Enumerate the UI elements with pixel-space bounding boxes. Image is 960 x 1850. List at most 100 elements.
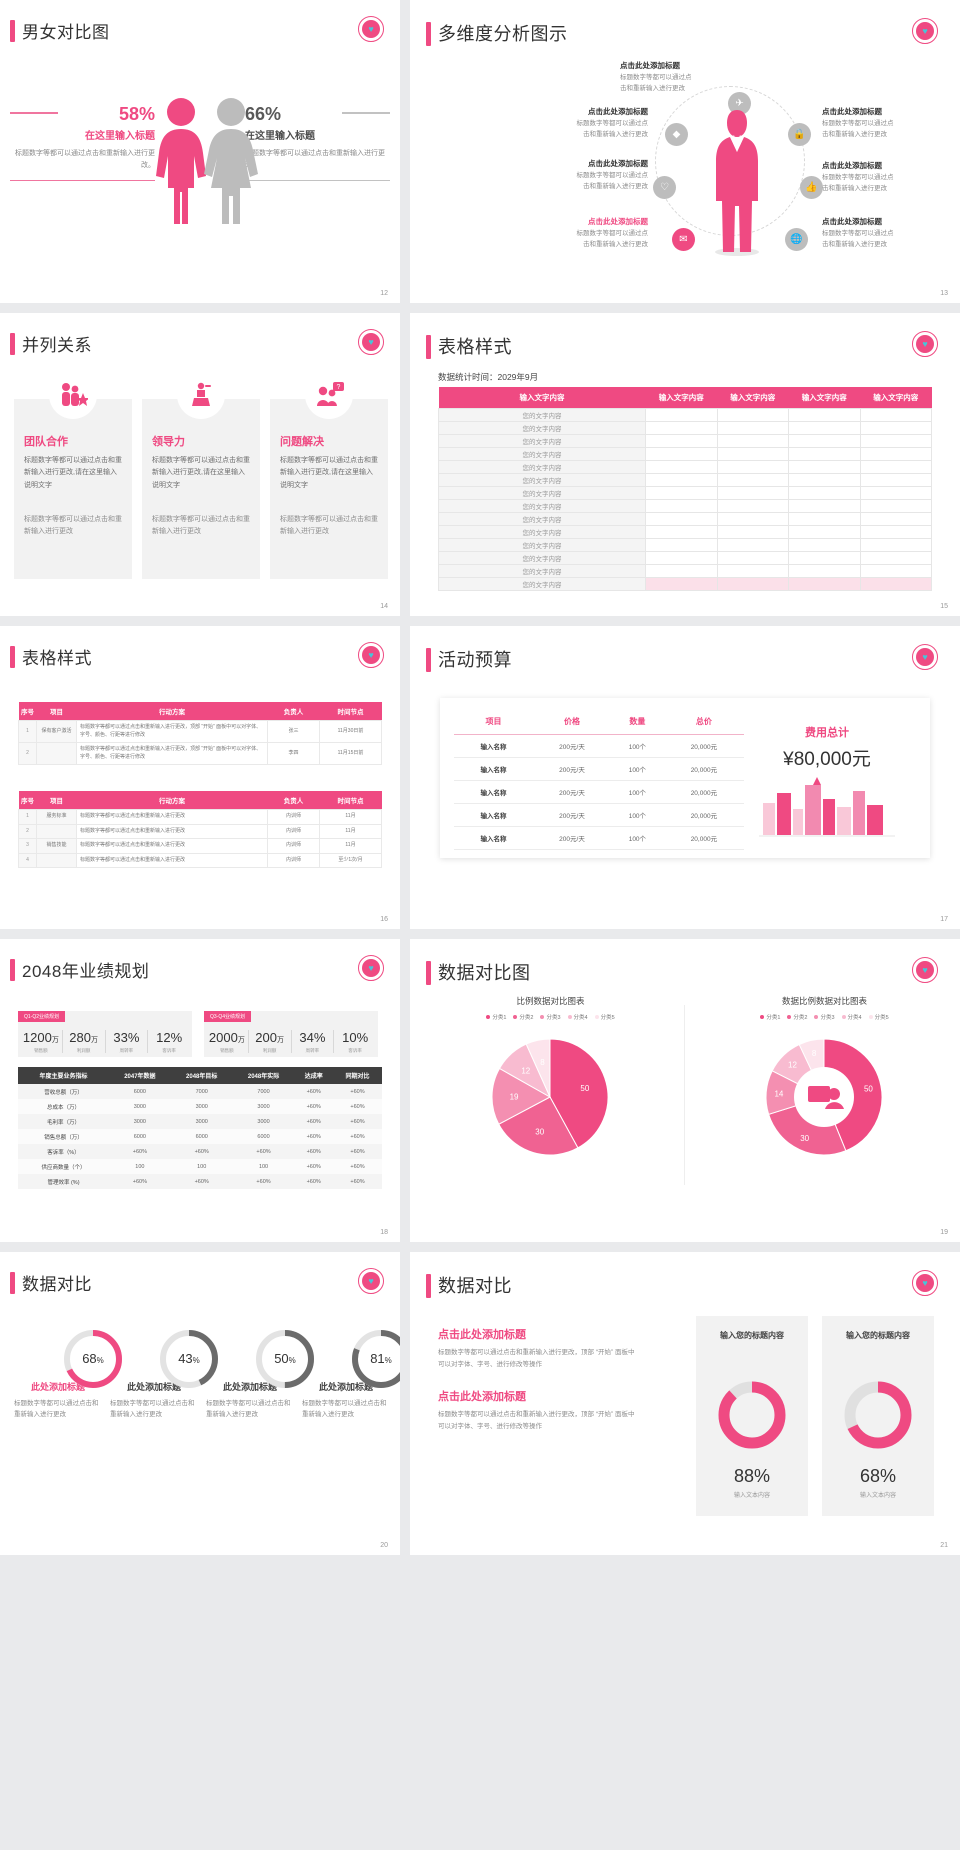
table-row[interactable]: 您的文字内容 <box>437 538 932 552</box>
table-cell <box>859 434 932 448</box>
plan-table[interactable]: 年度主要业务指标 2047年数据 2048年目标 2048年实际 达成率 同期对比 营收总… <box>18 1067 382 1189</box>
table-row[interactable]: 输入名称 200元/天 100个 20,000元 <box>454 803 744 827</box>
card-leadership[interactable]: 领导力 标题数字等都可以通过点击和重新输入进行更改,请在这里输入说明文字 标题数… <box>142 371 260 579</box>
kpi-group[interactable]: Q1-Q2业绩规划 1200万 销售额 280万 利润额 33% 周转率 12%… <box>18 1011 192 1057</box>
table-row[interactable]: 您的文字内容 <box>437 564 932 578</box>
action-table-b[interactable]: 序号 项目 行动方案 负责人 时间节点 1 服务标准 标题数字等都可以通过点击和重新输入… <box>18 791 382 868</box>
table-row[interactable]: 您的文字内容 <box>437 473 932 487</box>
pie-slice[interactable] <box>549 1038 609 1149</box>
donut-chart-block[interactable]: 数据比例数据对比图表 分类1 分类2 分类3 分类4 分类5 50 30 14 12 8 <box>692 995 957 1177</box>
diamond-icon[interactable]: ◆ <box>665 123 688 146</box>
slide-12[interactable]: 男女对比图 ♥ 58% 在这里输入标题 标题数字等都可以通过点击和重新输入进行更… <box>0 0 400 303</box>
table-row[interactable]: 输入名称 200元/天 100个 20,000元 <box>454 734 744 758</box>
table-row[interactable]: 您的文字内容 <box>437 577 932 591</box>
table-row[interactable]: 3 销售技能 标题数字等都可以通过点击和重新输入进行更改 内训师 11月 <box>18 838 382 854</box>
slide-15[interactable]: 表格样式 ♥ 数据统计时间：2029年9月 输入文字内容 输入文字内容 输入文字内容… <box>410 313 960 616</box>
table-row[interactable]: 输入名称 200元/天 100个 20,000元 <box>454 826 744 850</box>
legend-item[interactable]: 分类5 <box>594 1013 615 1021</box>
globe-icon[interactable]: 🌐 <box>785 228 808 251</box>
table-row[interactable]: 您的文字内容 <box>437 460 932 474</box>
ring-item[interactable]: 50% 此处添加标题 标题数字等都可以通过点击和重新输入进行更改 <box>206 1324 314 1420</box>
card-problem-solving[interactable]: ? 问题解决 标题数字等都可以通过点击和重新输入进行更改,请在这里输入说明文字 … <box>270 371 388 579</box>
table-row[interactable]: 您的文字内容 <box>437 525 932 539</box>
md-item-1[interactable]: 点击此处添加标题 标题数字等都可以通过点 击和重新输入进行更改 <box>530 106 649 140</box>
action-table-a[interactable]: 序号 项目 行动方案 负责人 时间节点 1 保有客户激活 标题数字等都可以通过点击和重新… <box>18 702 382 765</box>
legend-item[interactable]: 分类2 <box>513 1013 533 1021</box>
table-row[interactable]: 营收总额（万） 6000 7000 7000 +60% +60% <box>18 1084 382 1099</box>
table-row[interactable]: 销售总额（万） 6000 6000 6000 +60% +60% <box>18 1129 382 1144</box>
table-row[interactable]: 您的文字内容 <box>437 421 932 435</box>
pie-slice[interactable] <box>491 1067 552 1125</box>
table-row[interactable]: 输入名称 200元/天 100个 20,000元 <box>454 780 744 804</box>
md-item-0[interactable]: 点击此处添加标题 标题数字等都可以通过点 击和重新输入进行更改 <box>620 60 738 94</box>
table-cell-owner: 内训师 <box>267 809 320 825</box>
metric-card[interactable]: 输入您的标题内容 88% 输入文本内容 <box>696 1316 808 1516</box>
text-blocks: 点击此处添加标题 标题数字等都可以通过点击和重新输入进行更改，顶部 “开始” 面… <box>438 1326 638 1451</box>
stats-table[interactable]: 输入文字内容 输入文字内容 输入文字内容 输入文字内容 输入文字内容 您的文字内容 您的文… <box>437 387 932 591</box>
pie-slice[interactable] <box>525 1038 551 1098</box>
table-cell: 毛利率（万） <box>18 1114 109 1129</box>
table-cell: +60% <box>232 1174 295 1189</box>
rocket-icon[interactable]: ✈ <box>728 92 751 115</box>
legend-item[interactable]: 分类3 <box>540 1013 561 1021</box>
slide-16[interactable]: 表格样式 ♥ 序号 项目 行动方案 负责人 时间节点 1 保有客户激活 标题数字等都可以… <box>0 626 400 929</box>
table-row[interactable]: 2 标题数字等都可以通过点击和重新输入进行更改，顶部 “开始” 面板中可以对字体… <box>18 742 382 765</box>
table-row[interactable]: 1 服务标准 标题数字等都可以通过点击和重新输入进行更改 内训师 11月 <box>18 809 382 825</box>
ring-item[interactable]: 81% 此处添加标题 标题数字等都可以通过点击和重新输入进行更改 <box>302 1324 400 1420</box>
md-item-4[interactable]: 点击此处添加标题 标题数字等都可以通过点 击和重新输入进行更改 <box>822 106 940 140</box>
legend-item[interactable]: 分类4 <box>841 1013 862 1021</box>
budget-table[interactable]: 项目 价格 数量 总价 输入名称 200元/天 100个 20,000元 输入名称 2… <box>454 712 744 850</box>
chat-icon[interactable]: ✉ <box>672 228 695 251</box>
table-row[interactable]: 2 标题数字等都可以通过点击和重新输入进行更改 内训师 11月 <box>18 823 382 839</box>
table-cell-project: 销售技能 <box>36 838 77 854</box>
slide-19[interactable]: 数据对比图 ♥ 比例数据对比图表 分类1 分类2 分类3 分类4 分类5 50 30 19 1… <box>410 939 960 1242</box>
metric-card[interactable]: 输入您的标题内容 68% 输入文本内容 <box>822 1316 934 1516</box>
md-item-3-active[interactable]: 点击此处添加标题 标题数字等都可以通过点 击和重新输入进行更改 <box>530 216 649 250</box>
table-row[interactable]: 管理效率 (%) +60% +60% +60% +60% +60% <box>18 1174 382 1189</box>
slide-18[interactable]: 2048年业绩规划 ♥ Q1-Q2业绩规划 1200万 销售额 280万 利润额… <box>0 939 400 1242</box>
legend-item[interactable]: 分类1 <box>760 1013 780 1021</box>
thumbs-up-icon[interactable]: 👍 <box>800 176 823 199</box>
legend-item[interactable]: 分类2 <box>787 1013 807 1021</box>
ring-item[interactable]: 43% 此处添加标题 标题数字等都可以通过点击和重新输入进行更改 <box>110 1324 218 1420</box>
pie-chart-block[interactable]: 比例数据对比图表 分类1 分类2 分类3 分类4 分类5 50 30 19 12 8 <box>418 995 683 1177</box>
lock-icon[interactable]: 🔒 <box>788 123 811 146</box>
table-row[interactable]: 您的文字内容 <box>437 447 932 461</box>
md-item-2[interactable]: 点击此处添加标题 标题数字等都可以通过点 击和重新输入进行更改 <box>530 158 649 192</box>
ring-item[interactable]: 68% 此处添加标题 标题数字等都可以通过点击和重新输入进行更改 <box>14 1324 122 1420</box>
table-row[interactable]: 您的文字内容 <box>437 499 932 513</box>
table-row[interactable]: 您的文字内容 <box>437 434 932 448</box>
legend-item[interactable]: 分类4 <box>567 1013 588 1021</box>
table-row[interactable]: 毛利率（万） 3000 3000 3000 +60% +60% <box>18 1114 382 1129</box>
pie-slice[interactable] <box>498 1096 579 1156</box>
table-cell: 100 <box>232 1159 295 1174</box>
table-cell-action: 标题数字等都可以通过点击和重新输入进行更改 <box>76 852 268 868</box>
table-cell <box>645 499 718 513</box>
slide-13[interactable]: 多维度分析图示 ♥ ✈ ◆ 🔒 ♡ 👍 ✉ 🌐 点击此处添加标题 标题数 <box>410 0 960 303</box>
legend-item[interactable]: 分类3 <box>814 1013 835 1021</box>
table-row[interactable]: 您的文字内容 <box>437 408 932 422</box>
table-header-cell: 价格 <box>564 717 580 726</box>
slide-17[interactable]: 活动预算 ♥ 项目 价格 数量 总价 输入名称 200元/天 100个 20,000元… <box>410 626 960 929</box>
legend-item[interactable]: 分类1 <box>486 1013 506 1021</box>
slide-20[interactable]: 数据对比 ♥ 68% 此处添加标题 标题数字等都可以通过点击和重新输入进行更改 … <box>0 1252 400 1555</box>
legend-item[interactable]: 分类5 <box>868 1013 889 1021</box>
md-item-heading: 点击此处添加标题 <box>822 217 882 226</box>
md-item-6[interactable]: 点击此处添加标题 标题数字等都可以通过点 击和重新输入进行更改 <box>822 216 940 250</box>
table-row[interactable]: 供应商数量（个） 100 100 100 +60% +60% <box>18 1159 382 1174</box>
kpi-group[interactable]: Q3-Q4业绩规划 2000万 销售额 200万 利润额 34% 周转率 10%… <box>204 1011 378 1057</box>
slide-21[interactable]: 数据对比 ♥ 点击此处添加标题 标题数字等都可以通过点击和重新输入进行更改，顶部… <box>410 1252 960 1555</box>
table-row[interactable]: 您的文字内容 <box>437 551 932 565</box>
card-team[interactable]: 团队合作 标题数字等都可以通过点击和重新输入进行更改,请在这里输入说明文字 标题… <box>14 371 132 579</box>
table-row[interactable]: 客诉率（%） +60% +60% +60% +60% +60% <box>18 1144 382 1159</box>
table-row[interactable]: 您的文字内容 <box>437 512 932 526</box>
heart-icon[interactable]: ♡ <box>653 176 676 199</box>
table-row[interactable]: 1 保有客户激活 标题数字等都可以通过点击和重新输入进行更改，顶部 “开始” 面… <box>18 720 382 743</box>
table-row[interactable]: 总成本（万） 3000 3000 3000 +60% +60% <box>18 1099 382 1114</box>
table-row[interactable]: 输入名称 200元/天 100个 20,000元 <box>454 757 744 781</box>
table-row[interactable]: 您的文字内容 <box>437 486 932 500</box>
page-number: 14 <box>380 603 388 610</box>
slide-14[interactable]: 并列关系 ♥ 团队合作 标题数字等都可以通过点击和重新输入进行更改,请在这里输入… <box>0 313 400 616</box>
table-row[interactable]: 4 标题数字等都可以通过点击和重新输入进行更改 内训师 至少1次/月 <box>18 852 382 868</box>
md-item-5[interactable]: 点击此处添加标题 标题数字等都可以通过点 击和重新输入进行更改 <box>822 160 940 194</box>
